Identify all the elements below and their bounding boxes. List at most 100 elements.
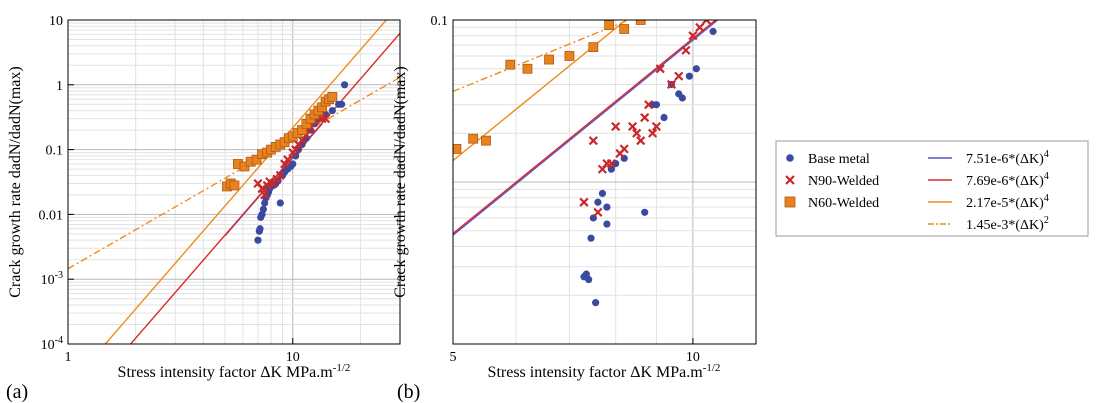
data-point-n90-welded bbox=[674, 71, 684, 81]
data-point-base-metal bbox=[587, 234, 595, 242]
data-point-base-metal bbox=[598, 189, 607, 198]
data-point-n60-welded bbox=[229, 180, 240, 191]
x-tick-label: 10 bbox=[686, 350, 700, 365]
y-tick-label: 10 bbox=[49, 14, 63, 29]
fit-line bbox=[453, 20, 631, 93]
legend-entry: N60-Welded bbox=[784, 196, 879, 211]
data-point-base-metal bbox=[585, 275, 593, 284]
data-point-n90-welded bbox=[579, 197, 589, 207]
legend-marker bbox=[784, 196, 796, 208]
fit-lines-a bbox=[68, 20, 400, 344]
data-point-n60-welded bbox=[468, 133, 479, 144]
data-point-base-metal bbox=[660, 113, 668, 122]
data-point-n90-welded bbox=[275, 170, 285, 180]
fit-line bbox=[68, 76, 400, 270]
data-point-base-metal bbox=[594, 198, 602, 206]
legend-series: Base metal N90-Welded N60-Welded bbox=[784, 152, 879, 211]
data-point-base-metal bbox=[678, 94, 686, 102]
data-point-n60-welded bbox=[564, 51, 575, 61]
data-point-n60-welded bbox=[505, 59, 516, 70]
data-point-base-metal bbox=[603, 220, 611, 228]
y-axis-label-a: Crack growth rate dadN/dadN(max) bbox=[7, 66, 24, 297]
legend-entry: N90-Welded bbox=[785, 174, 879, 189]
ticks-b: 5 10 0.1 bbox=[431, 14, 700, 365]
data-point-n90-welded bbox=[283, 155, 293, 165]
y-axis-label-b: Crack growth rate dadN/dadN(max) bbox=[392, 66, 409, 297]
data-point-n90-welded bbox=[611, 121, 621, 132]
panel-label-a: (a) bbox=[6, 381, 28, 403]
data-point-base-metal bbox=[685, 72, 694, 80]
legend-label: N60-Welded bbox=[808, 196, 879, 211]
data-point-base-metal bbox=[592, 299, 600, 307]
legend-fit-label: 1.45e-3*(ΔK)2 bbox=[966, 215, 1049, 233]
data-point-n60-welded bbox=[481, 135, 491, 146]
data-point-base-metal bbox=[582, 270, 590, 278]
x-axis-label-a: Stress intensity factor ΔK MPa.m-1/2 bbox=[118, 362, 351, 381]
data-point-n90-welded bbox=[588, 136, 598, 146]
data-point-n90-welded bbox=[666, 79, 677, 90]
data-point-n60-welded bbox=[453, 144, 462, 154]
legend-fit-entry: 7.51e-6*(ΔK)4 bbox=[928, 149, 1049, 167]
legend-fit-entry: 1.45e-3*(ΔK)2 bbox=[928, 215, 1049, 233]
fit-lines-b bbox=[453, 20, 719, 236]
fit-line bbox=[453, 20, 719, 236]
legend-fit-label: 2.17e-5*(ΔK)4 bbox=[966, 193, 1049, 211]
data-point-n90-welded bbox=[593, 207, 603, 217]
x-axis-label-b: Stress intensity factor ΔK MPa.m-1/2 bbox=[488, 362, 721, 381]
x-tick-label: 1 bbox=[65, 350, 72, 365]
y-tick-label: 0.01 bbox=[39, 208, 64, 223]
data-point-n90-welded bbox=[640, 112, 650, 123]
data-point-n90-welded bbox=[644, 100, 654, 110]
data-point-n60-welded bbox=[588, 42, 599, 53]
ticks-a: 1 10 10 1 0.1 0.01 10-3 10-4 bbox=[39, 14, 300, 365]
fit-line bbox=[453, 20, 717, 235]
chart-panel-b: 5 10 0.1 Stress intensity factor ΔK MPa.m-… bbox=[392, 14, 757, 403]
data-point-n90-welded bbox=[688, 31, 698, 41]
fit-line bbox=[453, 20, 627, 162]
legend: Base metal N90-Welded N60-Welded 7.51e-6*(… bbox=[775, 140, 1089, 237]
data-points-a bbox=[222, 81, 349, 244]
data-point-base-metal bbox=[340, 81, 349, 89]
data-point-n90-welded bbox=[681, 45, 691, 55]
data-point-n90-welded bbox=[321, 114, 331, 124]
data-point-n90-welded bbox=[632, 128, 642, 138]
panel-label-b: (b) bbox=[397, 381, 420, 403]
data-point-base-metal bbox=[692, 65, 700, 73]
legend-marker bbox=[785, 175, 795, 185]
data-point-base-metal bbox=[254, 236, 262, 244]
data-point-n90-welded bbox=[636, 136, 646, 146]
y-tick-label: 10-3 bbox=[41, 270, 63, 288]
data-point-n60-welded bbox=[327, 92, 338, 102]
plot-frame-b bbox=[452, 19, 757, 345]
y-tick-label: 1 bbox=[56, 79, 63, 94]
data-point-n60-welded bbox=[251, 154, 262, 165]
data-point-n90-welded bbox=[291, 145, 301, 155]
data-point-n90-welded bbox=[655, 64, 665, 74]
legend-fits: 7.51e-6*(ΔK)4 7.69e-6*(ΔK)4 2.17e-5*(ΔK)4 1… bbox=[928, 149, 1049, 233]
data-point-base-metal bbox=[641, 208, 649, 216]
data-point-n60-welded bbox=[544, 54, 554, 65]
data-point-n90-welded bbox=[647, 128, 658, 138]
data-point-n90-welded bbox=[695, 22, 705, 32]
legend-box bbox=[775, 140, 1089, 237]
data-point-n90-welded bbox=[701, 20, 712, 25]
fit-line bbox=[104, 20, 388, 344]
data-point-base-metal bbox=[652, 101, 661, 109]
data-point-n90-welded bbox=[260, 190, 270, 200]
data-point-n90-welded bbox=[619, 144, 629, 154]
plot-frame-a bbox=[67, 19, 401, 345]
data-point-n90-welded bbox=[606, 158, 616, 169]
data-point-base-metal bbox=[276, 199, 284, 207]
legend-fit-entry: 7.69e-6*(ΔK)4 bbox=[928, 171, 1049, 189]
grid-b bbox=[453, 20, 756, 344]
data-point-base-metal bbox=[603, 203, 611, 211]
legend-fit-label: 7.69e-6*(ΔK)4 bbox=[966, 171, 1049, 189]
data-point-n90-welded bbox=[627, 121, 638, 132]
data-point-n60-welded bbox=[635, 20, 646, 25]
data-point-n90-welded bbox=[257, 184, 267, 194]
data-point-base-metal bbox=[709, 27, 717, 36]
data-point-n90-welded bbox=[651, 121, 662, 132]
data-points-b bbox=[453, 20, 717, 307]
y-tick-label: 0.1 bbox=[431, 14, 449, 29]
